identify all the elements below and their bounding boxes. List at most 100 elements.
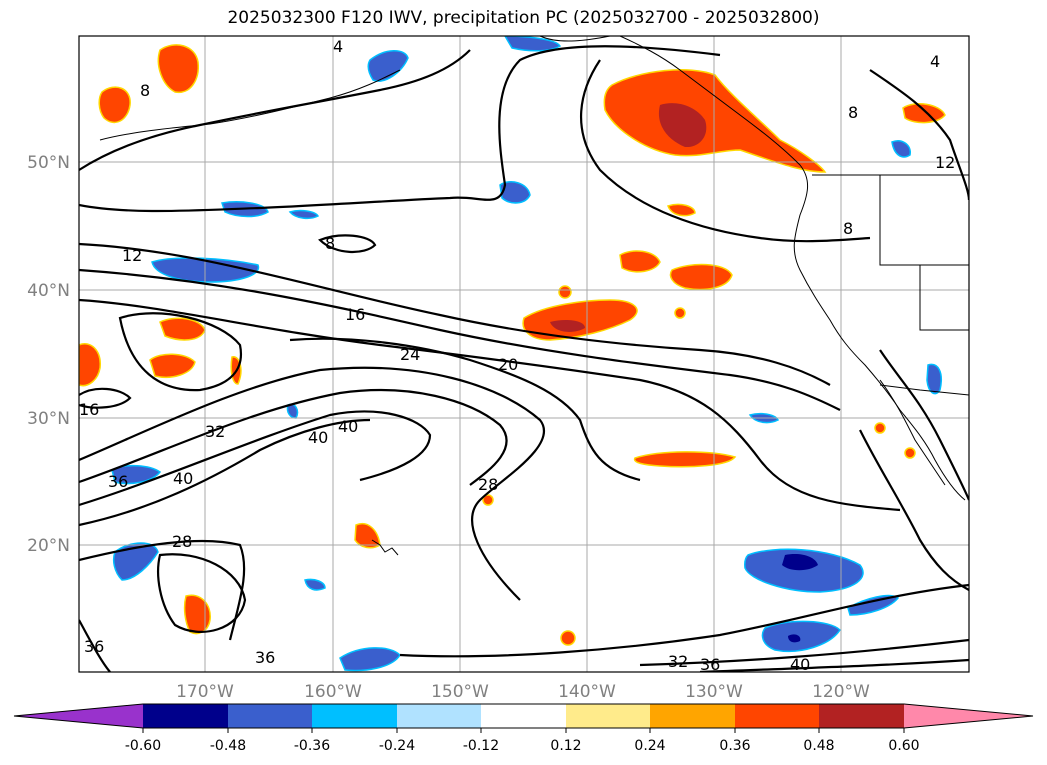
coast-aleutians [99,69,401,141]
contour-36 [79,410,432,507]
precip-core-central-east [550,320,585,332]
precip-neg-mexico-coast [926,363,942,395]
contour-label-group: 8 8 8 8 4 4 12 12 16 16 20 24 28 28 32 3… [79,37,955,674]
colorbar-segment [481,704,566,728]
contour-label: 36 [700,655,720,674]
contour-label: 28 [172,532,192,551]
contour-loop-5 [79,619,111,672]
latitude-labels: 50°N 40°N 30°N 20°N [27,153,70,556]
contour-20 [79,298,901,512]
precip-blob-subtropical-band [633,451,737,468]
contour-28 [79,366,545,601]
contour-label: 20 [498,355,518,374]
precip-blob-alaska-coast [603,69,827,173]
colorbar-extend-low [14,704,143,728]
contour-loop-2 [118,312,243,392]
map-title: 2025032300 F120 IWV, precipitation PC (2… [227,8,820,28]
contour-label: 32 [205,422,225,441]
contour-12 [79,242,831,386]
precip-neg-bering [367,50,409,82]
lon-label: 160°W [304,682,362,702]
coastlines [99,36,969,556]
contour-label: 40 [173,469,193,488]
precip-neg-small-4 [288,209,320,220]
contour-bottom-4 [699,658,969,672]
colorbar-tick-label: 0.48 [803,738,834,754]
precip-neg-west-25n [111,464,162,485]
precip-positive-anomalies [79,44,946,646]
contour-east-3 [859,429,969,591]
contour-label: 8 [140,81,150,100]
precip-dot-4 [904,447,916,459]
hawaii-islands [371,539,399,556]
coast-baja [879,379,946,486]
lon-label: 170°W [176,682,234,702]
contour-label: 8 [325,234,335,253]
precip-neg-south-east [761,620,841,652]
colorbar-segment [228,704,312,728]
colorbar-segment [143,704,228,728]
precip-blob-east-1 [619,250,661,273]
colorbar-extend-high [904,704,1033,728]
precip-neg-north-central [504,36,562,52]
contour-north-3 [580,59,871,243]
contour-label: 4 [930,52,940,71]
graticule [79,36,969,672]
contour-label: 16 [79,400,99,419]
precip-neg-canada [891,140,911,158]
colorbar-segment [735,704,819,728]
precip-neg-gulf [499,181,531,204]
colorbar-tick-label: -0.60 [125,738,161,754]
lon-label: 130°W [685,682,743,702]
contour-north-1 [79,45,721,213]
precip-dot-5 [674,307,686,319]
contour-bottom-1 [79,539,246,641]
contour-label: 12 [935,153,955,172]
lat-label: 20°N [27,536,70,556]
contour-east-2 [879,349,969,501]
precip-negative-anomalies [111,36,942,672]
contour-label: 24 [400,345,420,364]
colorbar-tick-label: -0.12 [463,738,499,754]
precip-neg-core-south-east [788,634,801,643]
colorbar-tick-label: -0.24 [379,738,415,754]
longitude-labels: 170°W 160°W 150°W 140°W 130°W 120°W [176,682,870,702]
contour-label: 36 [255,648,275,667]
contour-label: 40 [790,655,810,674]
contour-east-1 [869,69,969,201]
contour-40-west [79,418,371,527]
precip-blob-west-2 [98,86,131,124]
colorbar-segment [650,704,735,728]
coast-north-america [619,36,966,501]
precip-neg-core-east [782,554,818,571]
contour-16 [79,268,841,411]
colorbar-segment [819,704,904,728]
lon-label: 140°W [558,682,616,702]
map-frame [78,35,970,673]
precip-blob-central-east [522,299,638,341]
precip-blob-west-mid-1 [79,343,101,387]
precip-neg-small-2 [304,578,326,591]
colorbar: -0.60 -0.48 -0.36 -0.24 -0.12 0.12 0.24 … [13,703,1034,754]
contour-24 [289,337,641,482]
colorbar-segment [566,704,650,728]
iwv-contours [79,45,969,672]
precip-blob-east-2 [669,263,733,291]
contour-loop-3 [79,387,132,409]
precip-blob-west-mid-3 [149,353,196,378]
precip-blob-gulf-small [667,203,696,217]
colorbar-tick-label: 0.36 [719,738,750,754]
colorbar-tick-label: -0.48 [210,738,246,754]
contour-label: 28 [478,475,498,494]
colorbar-tick-label: 0.60 [888,738,919,754]
lat-label: 30°N [27,409,70,429]
coast-alaska-north [539,36,611,42]
contour-north-2 [79,49,471,171]
precip-core-alaska [658,103,707,148]
contour-label: 40 [308,428,328,447]
contour-label: 8 [848,103,858,122]
precip-dot-2 [560,630,576,646]
border-states-1 [879,175,969,266]
precip-neg-subtropical-east [744,548,864,593]
